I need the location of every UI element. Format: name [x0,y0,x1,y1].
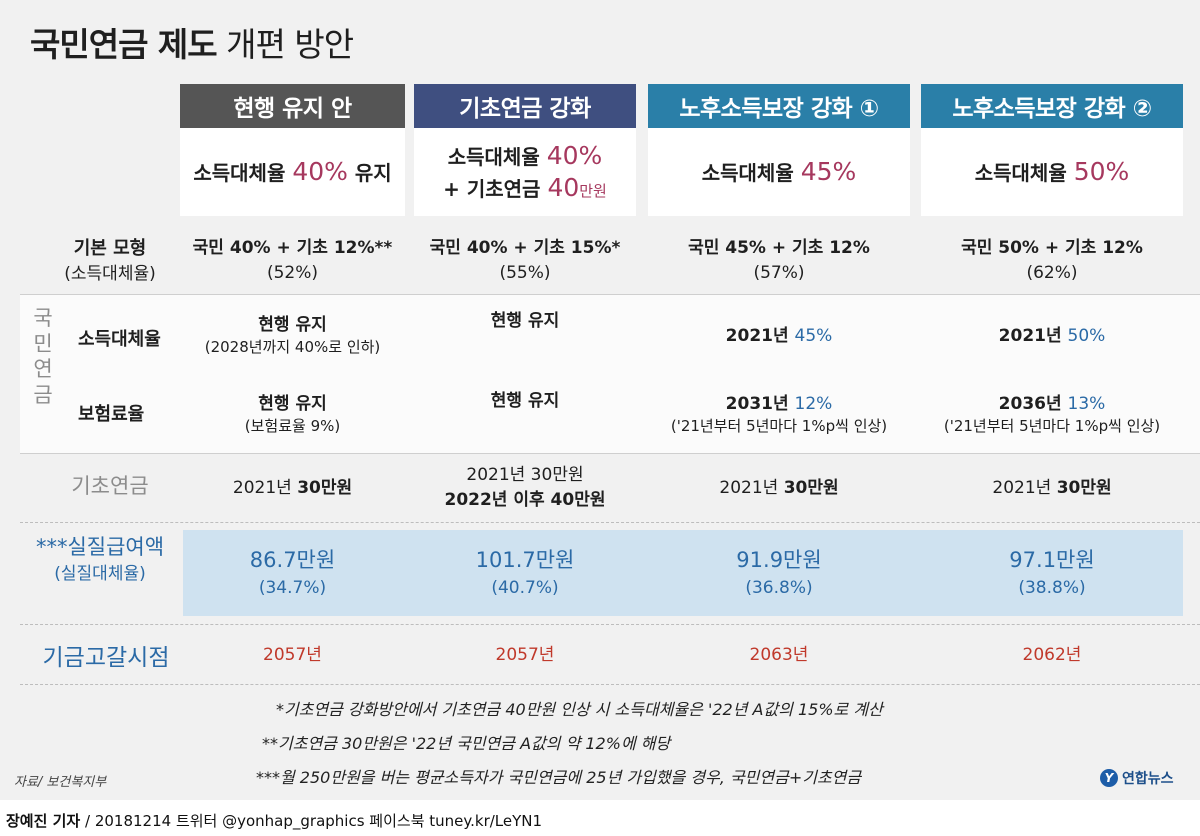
basic-pension-cell: 2021년 30만원 [992,477,1112,498]
real-benefit-cell: 97.1만원 (38.8%) [1009,548,1095,598]
income-rate-cell: 현행 유지 [490,310,560,331]
real-benefit-cell: 101.7만원 (40.7%) [475,548,575,598]
footnote-3: ***월 250만원을 버는 평균소득자가 국민연금에 25년 가입했을 경우,… [256,768,862,787]
column-header-retirement-2: 노후소득보장 강화 ② [921,84,1183,128]
column-header-retirement-1: 노후소득보장 강화 ① [648,84,910,128]
column-sub-line: + 기초연금 40만원 [443,173,607,202]
title-light: 개편 방안 [226,25,354,64]
fund-depletion-cell: 2057년 [495,644,555,665]
real-benefit-cell: 86.7만원 (34.7%) [249,548,336,598]
footnote-2: **기초연금 30만원은 '22년 국민연금 A값의 약 12%에 해당 [262,734,671,753]
title-bold: 국민연금 제도 [30,25,218,64]
byline-details: / 20181214 트위터 @yonhap_graphics 페이스북 tun… [80,812,543,830]
column-sub-line: 소득대체율 40% 유지 [193,156,392,186]
column-header-current: 현행 유지 안 [180,84,405,128]
income-rate-cell: 현행 유지 (2028년까지 40%로 인하) [204,314,381,357]
source-credit: 자료/ 보건복지부 [14,775,107,790]
basic-pension-cell: 2021년 30만원 2022년 이후 40만원 [444,465,606,510]
reporter-name: 장예진 기자 [6,812,81,830]
basic-model-cell: 국민 40% + 기초 12%** (52%) [192,238,393,283]
column-sub-retirement-2: 소득대체율 50% [921,128,1183,216]
insurance-rate-cell: 2036년 13% ('21년부터 5년마다 1%p씩 인상) [943,393,1161,436]
infographic-canvas: 국민연금 제도 개편 방안 현행 유지 안 소득대체율 40% 유지 기초연금 … [0,0,1200,800]
insurance-rate-cell: 현행 유지 (보험료율 9%) [244,393,341,436]
insurance-rate-label: 보험료율 [78,404,145,425]
fund-depletion-cell: 2063년 [749,644,809,665]
column-sub-line: 소득대체율 45% [701,156,857,186]
page-title: 국민연금 제도 개편 방안 [30,18,354,66]
basic-model-cell: 국민 50% + 기초 12% (62%) [961,238,1143,283]
basic-model-cell: 국민 40% + 기초 15%* (55%) [429,238,621,283]
insurance-rate-cell: 현행 유지 [490,390,560,411]
divider [20,522,1200,523]
fund-depletion-cell: 2057년 [263,644,322,665]
column-sub-retirement-1: 소득대체율 45% [648,128,910,216]
income-rate-label: 소득대체율 [78,329,161,350]
real-benefit-label: ***실질급여액 (실질대체율) [35,535,165,585]
byline-footer: 장예진 기자 / 20181214 트위터 @yonhap_graphics 페… [6,810,542,831]
fund-depletion-label: 기금고갈시점 [42,645,170,671]
yonhap-logo: Y 연합뉴스 [1100,768,1174,788]
basic-pension-label: 기초연금 [71,474,149,498]
divider [20,684,1200,685]
yonhap-logo-icon: Y [1100,769,1118,787]
column-header-basic-pension: 기초연금 강화 [414,84,636,128]
basic-model-label: 기본 모형 [73,237,147,259]
row-label-basic-model: 기본 모형 (소득대체율) [40,232,180,290]
column-sub-line: 소득대체율 40% [447,140,603,170]
national-pension-section [20,294,1200,454]
yonhap-logo-text: 연합뉴스 [1122,771,1174,787]
column-sub-current: 소득대체율 40% 유지 [180,128,405,216]
divider [20,624,1200,625]
basic-model-cell: 국민 45% + 기초 12% (57%) [688,238,870,283]
real-benefit-band [183,530,1183,616]
basic-pension-cell: 2021년 30만원 [232,477,353,498]
footnote-1: *기초연금 강화방안에서 기초연금 40만원 인상 시 소득대체율은 '22년 … [276,700,883,719]
basic-pension-cell: 2021년 30만원 [719,477,839,498]
basic-model-sublabel: (소득대체율) [64,263,156,284]
column-sub-basic-pension: 소득대체율 40% + 기초연금 40만원 [414,128,636,216]
income-rate-cell: 2021년 45% [725,325,833,346]
insurance-rate-cell: 2031년 12% ('21년부터 5년마다 1%p씩 인상) [670,393,888,436]
column-sub-line: 소득대체율 50% [974,156,1130,186]
fund-depletion-cell: 2062년 [1022,644,1082,665]
income-rate-cell: 2021년 50% [998,325,1106,346]
real-benefit-cell: 91.9만원 (36.8%) [736,548,822,598]
national-pension-vertical-label: 국 민 연 금 [33,306,53,407]
